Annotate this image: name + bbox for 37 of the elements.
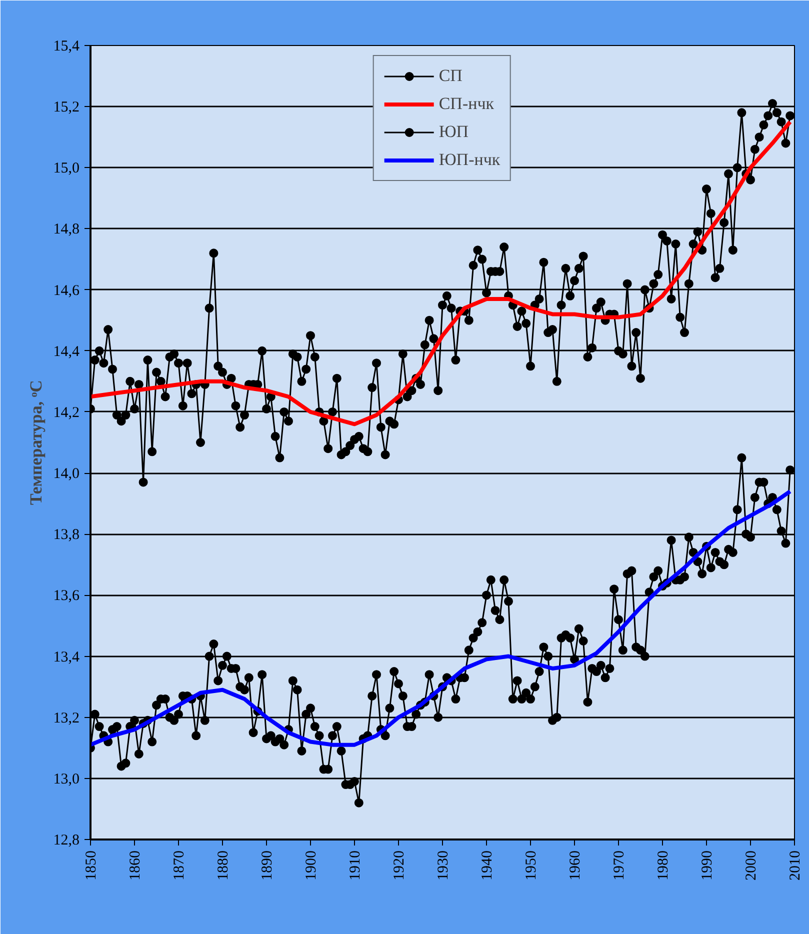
x-tick-label: 1970 — [612, 850, 628, 880]
y-tick-label: 13,8 — [53, 527, 80, 544]
x-tick-label: 1890 — [260, 850, 276, 880]
y-tick-label: 14,6 — [53, 282, 80, 299]
x-tick-label: 1860 — [128, 850, 144, 880]
y-tick-label: 13,0 — [53, 771, 80, 788]
x-tick-label: 1930 — [436, 850, 452, 880]
x-tick-label: 1910 — [348, 850, 364, 880]
x-tick-label: 1900 — [304, 850, 320, 880]
line-series — [90, 120, 792, 426]
y-tick-label: 13,4 — [53, 649, 80, 666]
y-tick-label: 13,2 — [53, 710, 80, 726]
y-tick-label: 14,0 — [53, 466, 80, 482]
legend-label: СП — [438, 66, 462, 86]
y-tick-label: 15,0 — [53, 160, 80, 177]
y-tick-label: 14,8 — [53, 222, 80, 238]
y-axis-title: Температура, ᵒC — [26, 380, 46, 505]
x-tick-label: 1920 — [392, 850, 408, 880]
y-tick-label: 15,4 — [53, 38, 80, 54]
y-tick-label: 14,4 — [53, 344, 80, 360]
x-tick-label: 2010 — [788, 850, 804, 880]
x-tick-label: 1960 — [568, 850, 584, 880]
y-tick-label: 14,2 — [53, 404, 80, 421]
y-tick-label: 15,2 — [53, 100, 80, 116]
x-tick-label: 1950 — [524, 850, 540, 880]
x-tick-label: 1850 — [84, 850, 100, 880]
legend-label: ЮП-нчк — [438, 150, 500, 170]
legend-label: ЮП — [438, 122, 469, 142]
x-tick-label: 1880 — [216, 850, 232, 880]
y-tick-label: 12,8 — [53, 832, 80, 848]
x-tick-label: 1870 — [172, 850, 188, 880]
x-tick-label: 1980 — [656, 850, 672, 880]
x-tick-label: 1990 — [700, 850, 716, 880]
y-tick-label: 13,6 — [53, 588, 80, 604]
legend-label: СП-нчк — [438, 94, 494, 114]
x-tick-label: 2000 — [744, 850, 760, 880]
x-tick-label: 1940 — [480, 850, 496, 880]
